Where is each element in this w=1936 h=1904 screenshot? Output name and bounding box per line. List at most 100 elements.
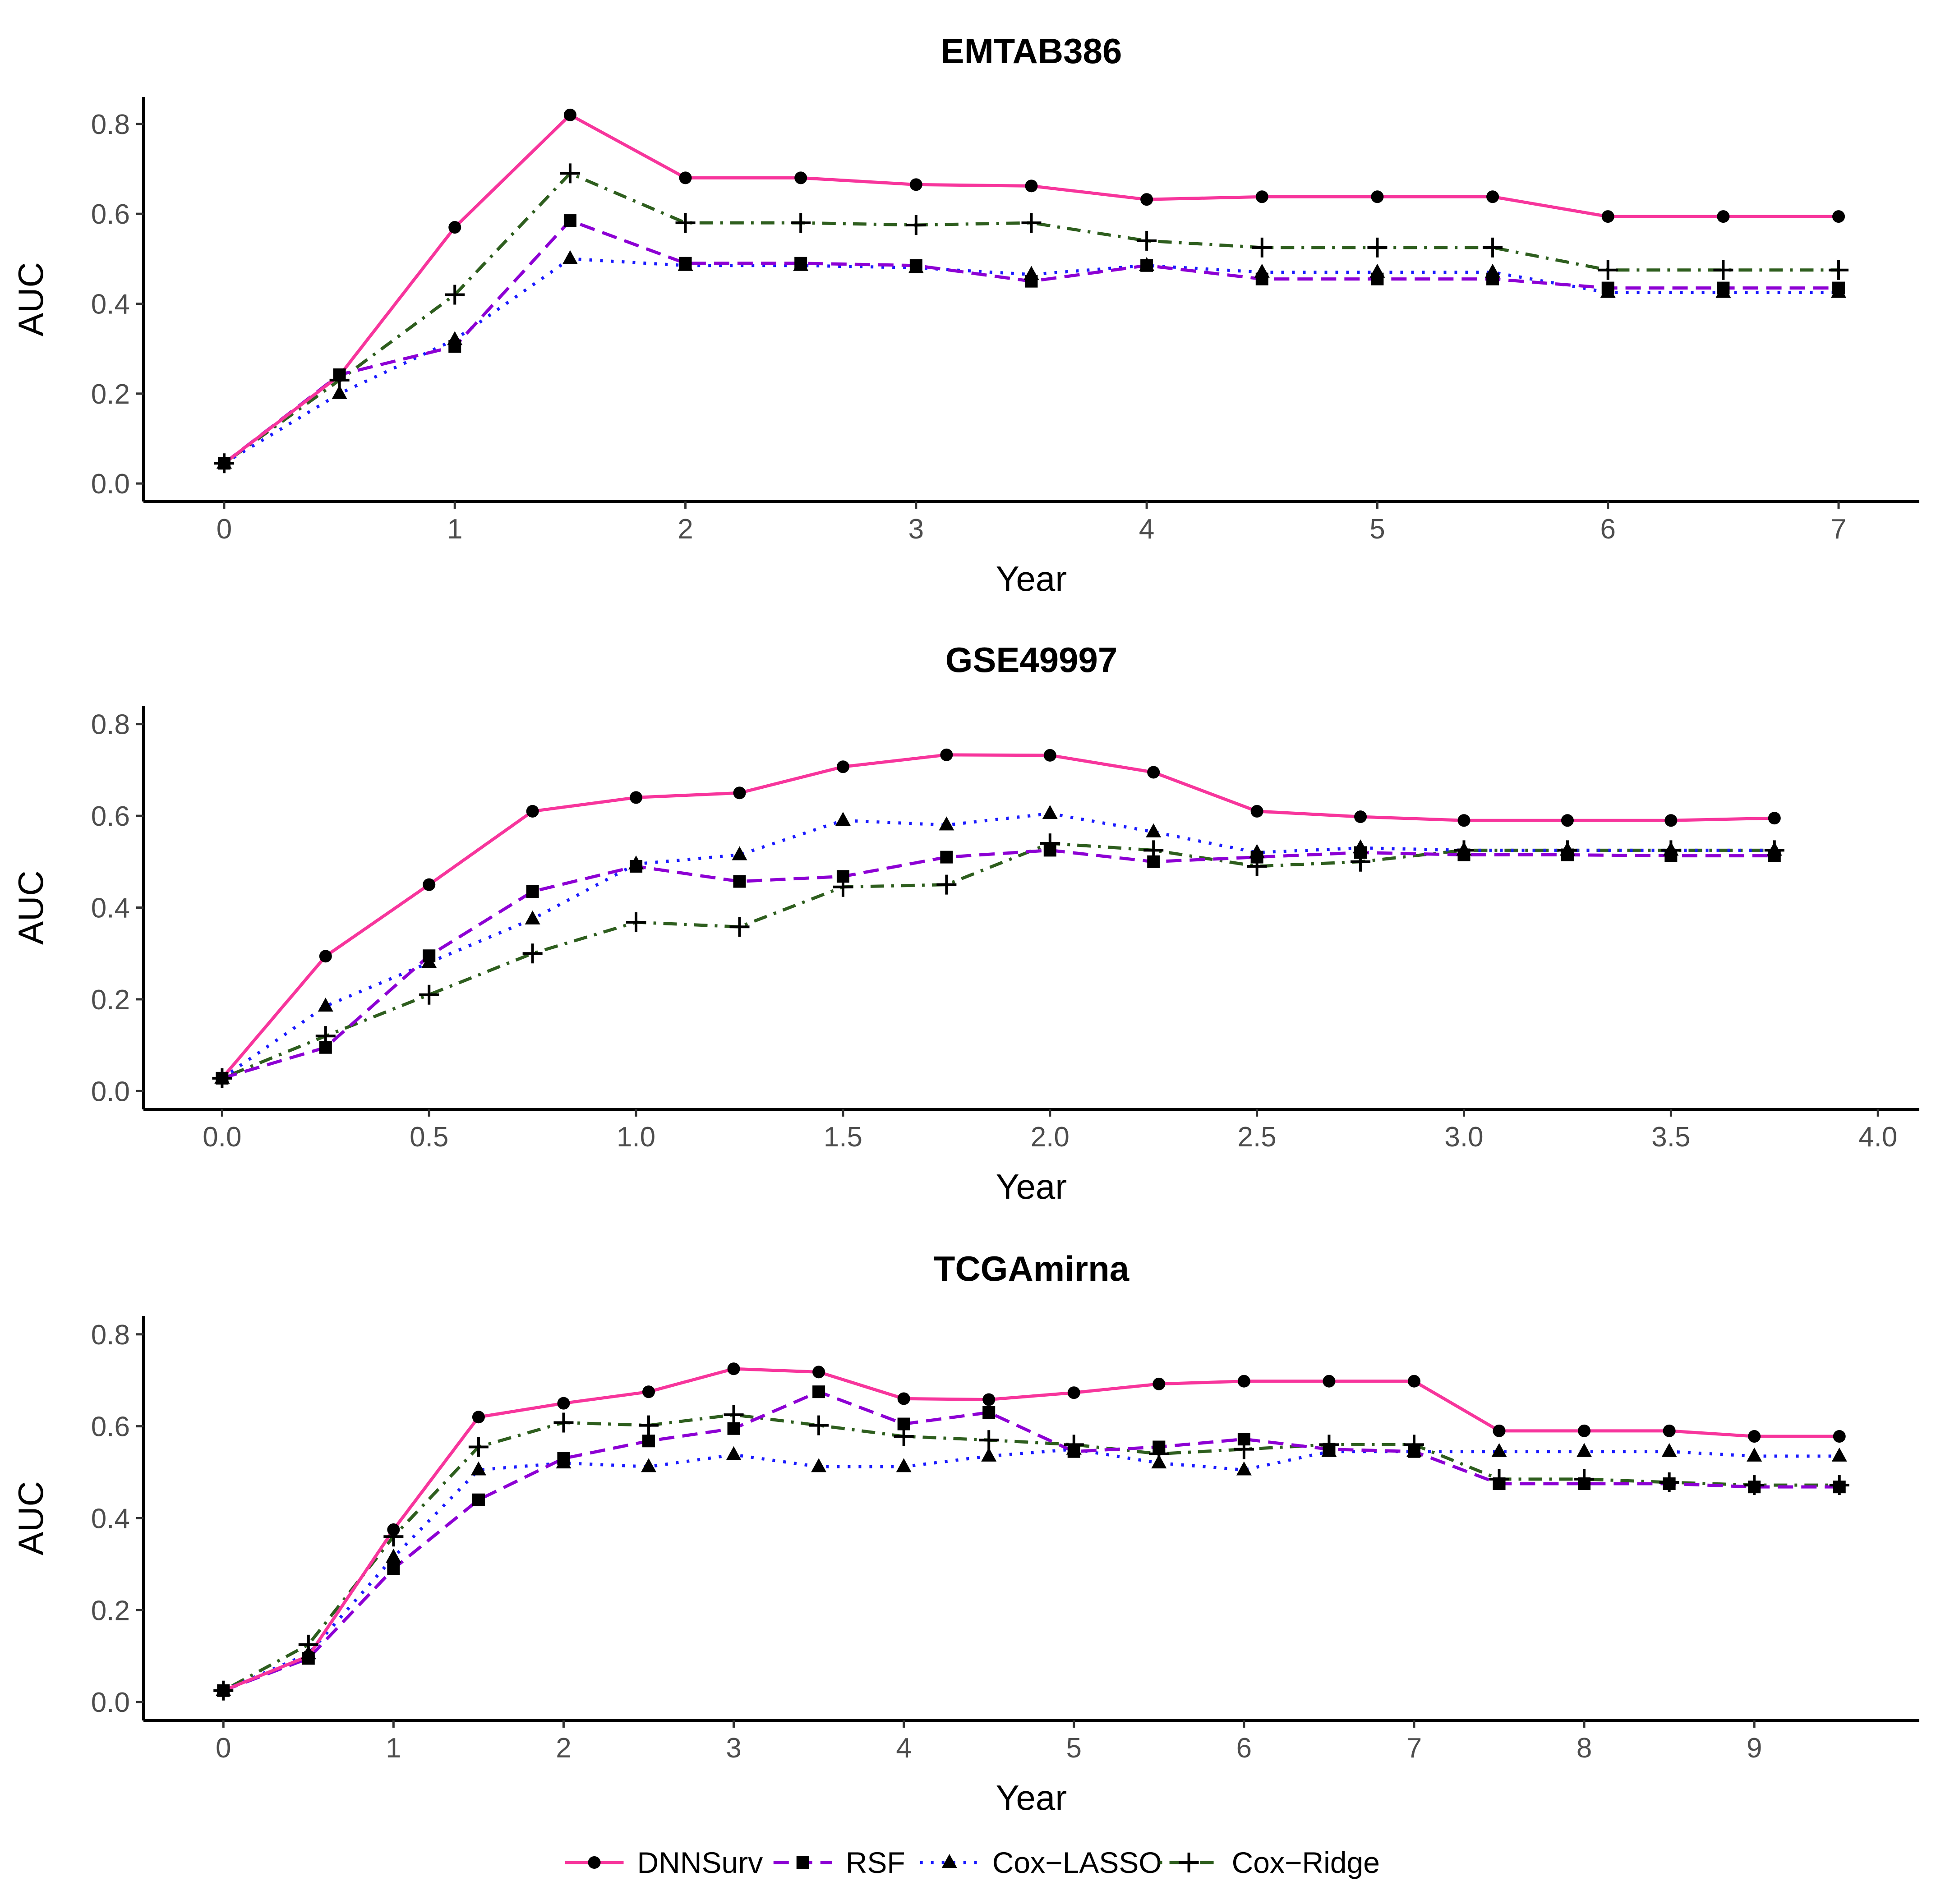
panel-gse49997-points-rsf — [216, 844, 1781, 1085]
panel-gse49997-points-dnnsurv — [216, 748, 1781, 1085]
panel-tcgamirna-x-tick-label: 6 — [1236, 1733, 1252, 1764]
panel-emtab386-x-tick-label: 7 — [1831, 514, 1846, 545]
panel-gse49997-cox-lasso-point — [525, 910, 540, 924]
panel-emtab386-dnnsurv-point — [1601, 210, 1614, 223]
panel-gse49997-cox-ridge-point — [522, 943, 543, 964]
panel-tcgamirna-cox-lasso-point — [1236, 1461, 1252, 1476]
panel-gse49997-rsf-point — [1457, 848, 1470, 861]
panel-gse49997-cox-lasso-point — [732, 846, 747, 860]
panel-emtab386-cox-lasso-point — [562, 250, 578, 264]
panel-tcgamirna-x-tick-label: 1 — [386, 1733, 401, 1764]
panel-tcgamirna-series-cox-ridge — [222, 1413, 1839, 1692]
panel-tcgamirna-dnnsurv-point — [1578, 1424, 1591, 1437]
panel-tcgamirna-cox-ridge-point — [724, 1405, 744, 1425]
panel-emtab386-rsf-line — [223, 219, 1839, 465]
legend-item-cox-lasso: Cox−LASSO — [920, 1846, 1162, 1879]
panel-emtab386-cox-lasso-point — [332, 385, 347, 399]
panel-emtab386-cox-ridge-point — [1483, 237, 1503, 258]
panel-gse49997-x-tick-label: 1.0 — [617, 1122, 655, 1153]
panel-gse49997-x-axis-label: Year — [996, 1167, 1067, 1206]
panel-emtab386-rsf-point — [1486, 272, 1499, 285]
panel-tcgamirna-cox-lasso-line — [222, 1448, 1839, 1692]
legend-key-marker — [941, 1854, 957, 1868]
panel-emtab386-rsf-point — [1601, 281, 1614, 294]
panel-tcgamirna-points-rsf — [217, 1385, 1846, 1697]
panel-gse49997-y-axis-label: AUC — [11, 870, 51, 945]
panel-tcgamirna-y-axis-label: AUC — [11, 1481, 51, 1555]
panel-tcgamirna-cox-lasso-point — [470, 1461, 486, 1476]
panel-tcgamirna-cox-ridge-point — [809, 1415, 829, 1435]
panel-emtab386-rsf-point — [448, 340, 461, 353]
panel-tcgamirna-rsf-point — [1067, 1445, 1080, 1458]
panel-gse49997-dnnsurv-point — [1457, 814, 1470, 827]
panel-emtab386-y-tick-label: 0.8 — [91, 109, 130, 140]
panel-gse49997-series-cox-ridge — [221, 842, 1775, 1080]
panel-gse49997-rsf-point — [319, 1041, 332, 1054]
panel-emtab386-dnnsurv-point — [1717, 210, 1730, 223]
panel-tcgamirna-x-axis-label: Year — [996, 1778, 1067, 1817]
panel-gse49997-series-dnnsurv — [221, 753, 1775, 1080]
panel-tcgamirna-title: TCGAmirna — [934, 1249, 1129, 1288]
panel-tcgamirna-y-tick-label: 0.8 — [91, 1320, 130, 1351]
panel-tcgamirna-y-tick-label: 0.4 — [91, 1504, 130, 1535]
panel-gse49997-y-tick-label: 0.6 — [91, 801, 130, 832]
panel-gse49997-rsf-point — [1768, 849, 1781, 862]
panel-gse49997-x-tick-label: 2.5 — [1238, 1122, 1277, 1153]
panel-gse49997-dnnsurv-point — [836, 760, 849, 773]
panel-tcgamirna: TCGAmirna 0.0 0.2 0.4 0.6 0.8 0 1 2 3 4 5 6 7 8 9 Year AU… — [11, 1249, 1919, 1817]
panel-emtab386-x-tick-label: 3 — [908, 514, 924, 545]
legend-item-cox-ridge: Cox−Ridge — [1159, 1846, 1380, 1879]
panel-emtab386-y-tick-label: 0.4 — [91, 289, 130, 320]
panel-emtab386-rsf-point — [1832, 281, 1845, 294]
panel-emtab386-dnnsurv-point — [1025, 179, 1038, 193]
panel-emtab386-cox-ridge-point — [445, 285, 465, 305]
panel-emtab386-cox-lasso-line — [223, 257, 1839, 465]
panel-gse49997-dnnsurv-point — [216, 1072, 229, 1085]
panel-gse49997-cox-lasso-point — [318, 998, 333, 1012]
panel-gse49997-cox-ridge-point — [419, 984, 439, 1005]
panel-tcgamirna-dnnsurv-point — [642, 1385, 655, 1398]
legend-item-rsf: RSF — [773, 1846, 905, 1879]
panel-tcgamirna-series-cox-lasso — [222, 1448, 1839, 1692]
panel-tcgamirna-cox-lasso-point — [386, 1549, 401, 1563]
panel-emtab386-dnnsurv-point — [1832, 210, 1845, 223]
panel-tcgamirna-dnnsurv-point — [897, 1392, 910, 1405]
panel-emtab386-dnnsurv-point — [1255, 190, 1268, 203]
panel-tcgamirna-dnnsurv-point — [302, 1650, 315, 1663]
panel-emtab386-dnnsurv-point — [1140, 193, 1153, 206]
panel-tcgamirna-cox-lasso-point — [641, 1458, 657, 1472]
panel-tcgamirna-dnnsurv-point — [727, 1362, 740, 1375]
legend-item-dnnsurv: DNNSurv — [565, 1846, 763, 1879]
panel-tcgamirna-rsf-point — [727, 1422, 740, 1435]
panel-emtab386-cox-ridge-point — [791, 213, 811, 233]
panel-emtab386-x-tick-label: 4 — [1139, 514, 1154, 545]
panel-tcgamirna-x-tick-label: 8 — [1576, 1733, 1592, 1764]
panel-tcgamirna-cox-ridge-point — [468, 1437, 489, 1457]
panel-emtab386-y-tick-label: 0.0 — [91, 469, 130, 500]
panel-emtab386-x-tick-label: 1 — [447, 514, 462, 545]
panel-tcgamirna-cox-lasso-point — [1747, 1447, 1762, 1462]
panel-emtab386-rsf-point — [1025, 275, 1038, 288]
panel-gse49997-rsf-point — [423, 949, 436, 962]
legend-key-marker — [588, 1856, 601, 1869]
panel-gse49997-x-tick-label: 3.5 — [1651, 1122, 1690, 1153]
panel-emtab386-dnnsurv-point — [1371, 190, 1384, 203]
panel-emtab386-dnnsurv-point — [333, 369, 346, 382]
panel-gse49997-rsf-point — [1147, 855, 1160, 868]
panel-emtab386-dnnsurv-point — [563, 108, 576, 121]
panel-tcgamirna-cox-lasso-point — [981, 1447, 997, 1462]
panel-tcgamirna-y-tick-label: 0.2 — [91, 1595, 130, 1626]
panel-emtab386-rsf-point — [679, 257, 692, 270]
panel-tcgamirna-x-tick-label: 5 — [1066, 1733, 1082, 1764]
panel-gse49997-cox-lasso-point — [1042, 805, 1058, 819]
panel-gse49997-cox-ridge-line — [221, 842, 1775, 1080]
panel-emtab386-cox-ridge-point — [1021, 213, 1042, 233]
panel-gse49997-x-tick-label: 0.0 — [203, 1122, 241, 1153]
legend-key-marker — [796, 1856, 809, 1869]
panel-gse49997-x-tick-label: 1.5 — [824, 1122, 862, 1153]
panel-emtab386-x-tick-label: 5 — [1369, 514, 1385, 545]
panel-tcgamirna-dnnsurv-line — [222, 1367, 1839, 1692]
panel-emtab386-title: EMTAB386 — [941, 31, 1122, 71]
panel-tcgamirna-series-dnnsurv — [222, 1367, 1839, 1692]
